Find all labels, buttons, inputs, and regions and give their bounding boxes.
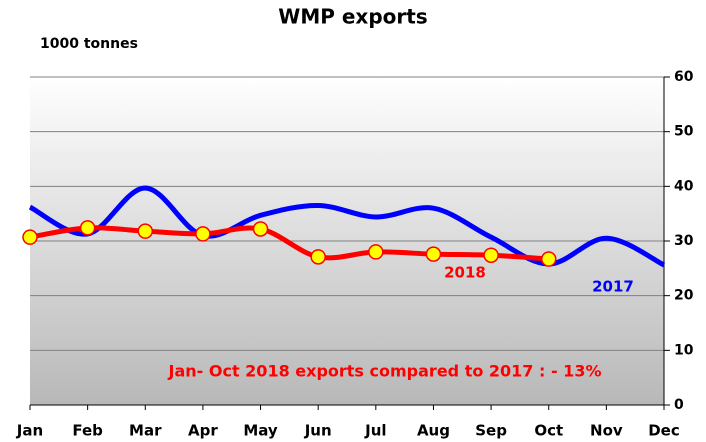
marker <box>252 221 269 237</box>
x-tick-label: Dec <box>648 422 680 440</box>
marker <box>310 249 326 265</box>
annotation: Jan- Oct 2018 exports compared to 2017 :… <box>168 362 602 381</box>
x-tick-label: Aug <box>417 422 450 440</box>
x-tick-label: Apr <box>188 422 218 440</box>
marker <box>195 226 211 242</box>
marker <box>425 246 442 262</box>
x-tick-label: Feb <box>72 422 103 440</box>
series-line <box>29 225 549 262</box>
marker <box>483 247 499 263</box>
marker <box>79 220 96 236</box>
x-tick-label: Jan <box>16 422 43 440</box>
y-tick-label: 30 <box>674 233 694 249</box>
marker <box>22 229 38 245</box>
x-tick-label: May <box>243 422 278 440</box>
y-tick-label: 10 <box>674 342 694 358</box>
chart-title: WMP exports <box>278 5 427 29</box>
y-unit-label: 1000 tonnes <box>40 36 138 52</box>
y-tick-label: 50 <box>674 124 694 140</box>
marker <box>137 223 154 239</box>
x-tick-label: Jul <box>364 422 386 440</box>
y-tick-label: 20 <box>674 288 694 304</box>
x-tick-label: Oct <box>534 422 563 440</box>
y-tick-label: 40 <box>674 178 694 194</box>
x-tick-label: Sep <box>475 422 507 440</box>
x-tick-label: Nov <box>590 422 623 440</box>
series-label: 2017 <box>592 278 634 296</box>
marker <box>540 251 557 267</box>
y-tick-label: 60 <box>674 69 694 85</box>
x-tick-label: Jun <box>304 422 332 440</box>
series-label: 2018 <box>444 264 486 282</box>
x-tick-label: Mar <box>129 422 162 440</box>
marker <box>368 244 384 260</box>
y-tick-label: 0 <box>674 397 684 413</box>
